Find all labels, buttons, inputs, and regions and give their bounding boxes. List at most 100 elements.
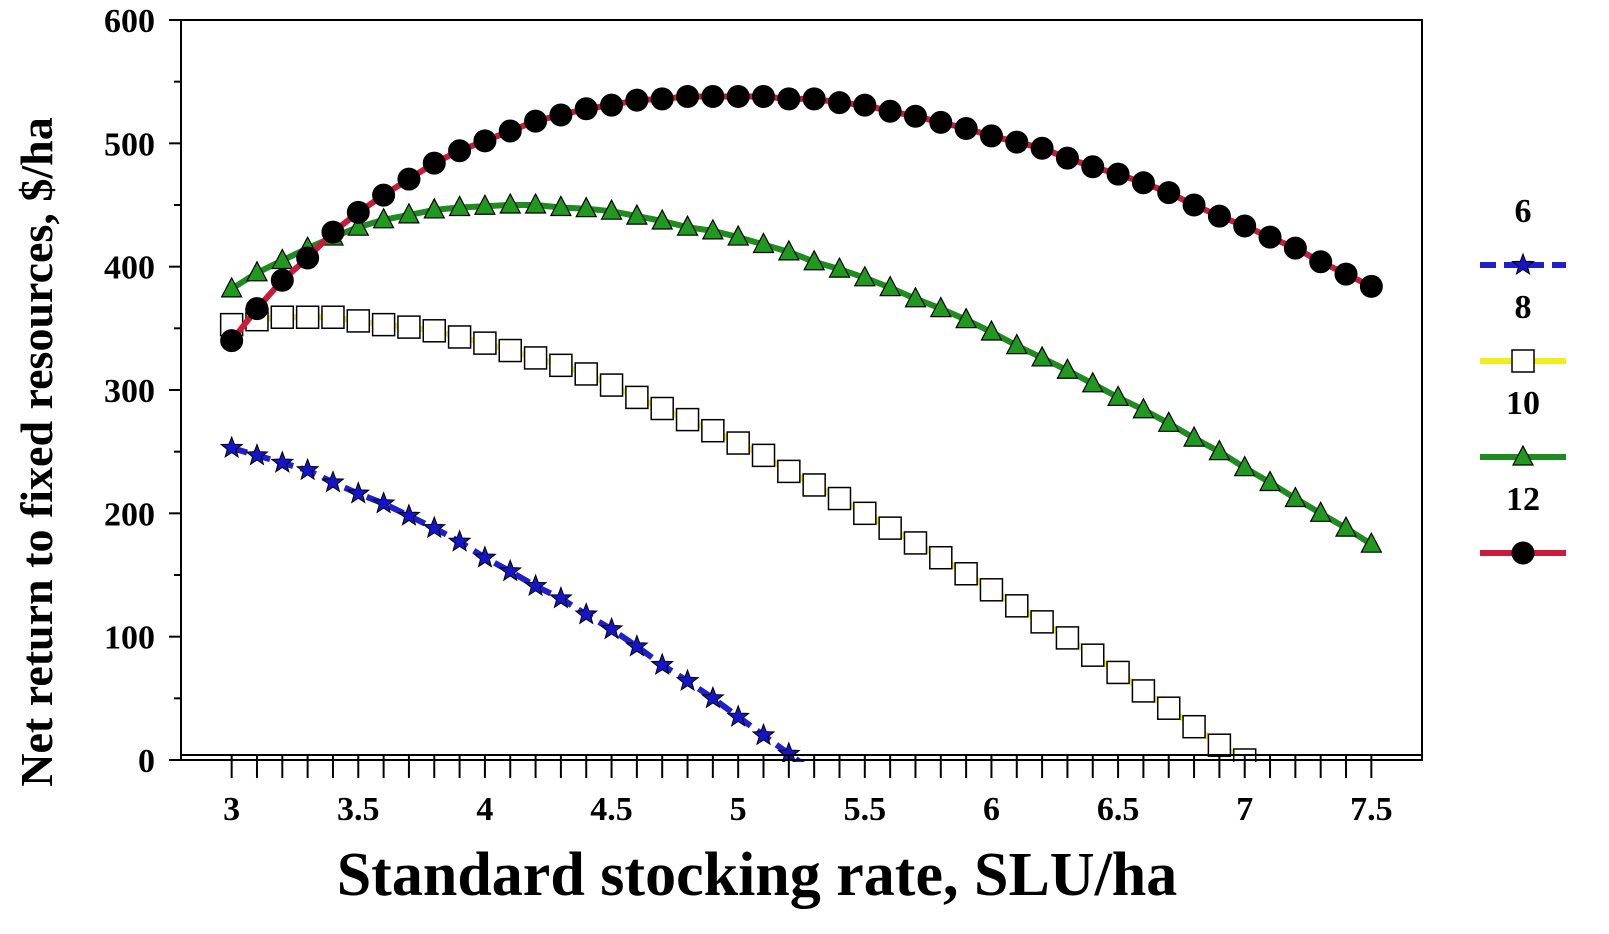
data-point: [853, 93, 877, 117]
data-point: [1081, 155, 1105, 179]
data-point: [447, 325, 472, 349]
data-point: [802, 473, 826, 497]
data-point: [270, 305, 295, 329]
data-point: [422, 151, 446, 175]
data-point: [270, 450, 295, 473]
data-point: [346, 481, 371, 504]
data-point: [245, 297, 269, 321]
data-point: [1207, 204, 1231, 228]
data-point: [726, 84, 750, 108]
data-point: [701, 685, 725, 709]
data-point: [1106, 660, 1130, 685]
data-point: [523, 573, 548, 597]
data-point: [1258, 225, 1282, 249]
data-point: [929, 545, 953, 570]
data-point: [853, 501, 877, 526]
data-point: [523, 346, 548, 370]
data-point: [929, 296, 952, 318]
data-point: [524, 192, 547, 214]
data-point: [296, 246, 320, 270]
x-tick-label: 7: [1236, 791, 1253, 828]
data-point: [245, 442, 269, 466]
data-point: [802, 87, 826, 111]
data-point: [220, 276, 243, 298]
data-point: [599, 373, 624, 397]
data-point: [1207, 733, 1232, 757]
data-point: [599, 616, 624, 640]
data-point: [903, 531, 928, 555]
data-point: [321, 220, 345, 244]
data-point: [600, 198, 623, 220]
data-point: [650, 396, 674, 421]
data-point: [650, 652, 675, 676]
data-point: [371, 491, 396, 514]
data-point: [549, 103, 573, 127]
data-point: [827, 486, 852, 511]
legend-label: 12: [1506, 481, 1540, 518]
data-point: [1132, 397, 1155, 419]
data-point: [752, 84, 776, 108]
data-point: [1030, 610, 1054, 634]
data-point: [625, 634, 649, 657]
data-point: [954, 562, 978, 586]
data-point: [701, 418, 725, 443]
legend: 6 8 10 12: [1480, 193, 1566, 565]
series-line: [230, 202, 1373, 547]
legend-label: 6: [1515, 193, 1532, 230]
y-tick-label: 600: [104, 3, 155, 40]
data-point: [879, 275, 902, 297]
data-point: [372, 207, 395, 229]
data-point: [726, 431, 750, 455]
data-point: [1081, 371, 1104, 393]
data-point: [1157, 411, 1180, 432]
data-point: [271, 248, 294, 270]
data-point: [1055, 626, 1080, 650]
data-point: [929, 110, 953, 134]
data-point: [651, 208, 674, 230]
series-10: [220, 192, 1383, 553]
x-tick-label: 4: [476, 791, 493, 828]
data-point: [473, 193, 496, 215]
y-tick-label: 200: [104, 496, 155, 533]
data-point: [1334, 262, 1358, 286]
data-point: [1233, 214, 1257, 238]
data-point: [1283, 236, 1307, 260]
data-point: [1106, 162, 1130, 186]
data-point: [1005, 594, 1029, 618]
data-point: [397, 503, 421, 526]
data-point: [524, 109, 548, 133]
data-point: [422, 319, 447, 343]
x-tick-label: 7.5: [1350, 791, 1393, 828]
data-point: [1208, 439, 1231, 461]
data-point: [752, 232, 775, 254]
data-point: [423, 197, 446, 219]
data-point: [1284, 486, 1307, 508]
data-point: [1030, 136, 1054, 160]
data-point: [371, 312, 396, 337]
data-point: [1335, 515, 1358, 537]
data-point: [473, 129, 497, 153]
legend-marker: [1511, 541, 1535, 565]
data-point: [701, 84, 725, 108]
data-point: [346, 309, 371, 333]
data-point: [219, 435, 244, 459]
legend-marker: [1511, 349, 1535, 373]
data-point: [270, 268, 294, 292]
data-point: [1309, 250, 1333, 274]
data-point: [1005, 333, 1028, 355]
data-point: [1056, 357, 1079, 379]
data-point: [372, 183, 396, 207]
data-point: [955, 307, 978, 329]
data-point: [295, 305, 320, 329]
data-point: [1182, 193, 1206, 217]
x-tick-label: 6: [983, 791, 1000, 828]
data-point: [346, 200, 370, 224]
x-tick-label: 3: [223, 791, 240, 828]
data-point: [448, 195, 471, 217]
data-point: [473, 545, 497, 568]
data-point: [827, 91, 851, 115]
legend-marker: [1512, 444, 1534, 466]
y-tick-label: 300: [104, 373, 155, 410]
data-point: [777, 239, 800, 261]
data-point: [448, 139, 472, 163]
